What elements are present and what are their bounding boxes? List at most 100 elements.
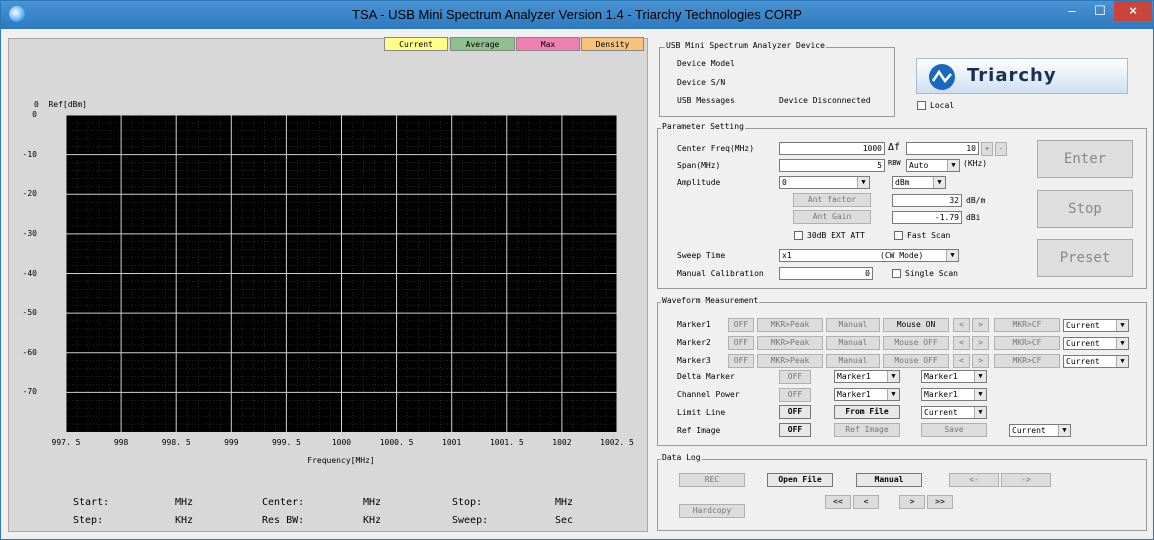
marker-mouse-button[interactable]: Mouse ON: [883, 318, 949, 332]
ref-image-off-button[interactable]: OFF: [779, 423, 811, 437]
channel-power-off-button[interactable]: OFF: [779, 388, 811, 402]
maximize-button[interactable]: ☐: [1094, 3, 1106, 18]
prev-page-button[interactable]: <: [853, 495, 879, 509]
x-tick-label: 997. 5: [51, 438, 81, 447]
tab-current[interactable]: Current: [384, 37, 448, 51]
chevron-down-icon: ▼: [947, 160, 959, 171]
channel-power-a-select[interactable]: Marker1 ▼: [834, 388, 900, 401]
tab-average[interactable]: Average: [450, 37, 515, 51]
delta-f-input[interactable]: 10: [906, 142, 979, 155]
marker-prev-button[interactable]: <: [953, 336, 970, 350]
last-page-button[interactable]: >>: [927, 495, 953, 509]
marker-to-cf-button[interactable]: MKR>CF: [994, 336, 1060, 350]
marker-prev-button[interactable]: <: [953, 318, 970, 332]
triarchy-logo: Triarchy: [916, 58, 1128, 94]
hardcopy-button[interactable]: Hardcopy: [679, 504, 745, 518]
channel-power-b-select[interactable]: Marker1 ▼: [921, 388, 987, 401]
marker-peak-button[interactable]: MKR>Peak: [757, 318, 823, 332]
stop-button[interactable]: Stop: [1037, 190, 1133, 228]
marker-peak-button[interactable]: MKR>Peak: [757, 354, 823, 368]
delta-marker-b-select[interactable]: Marker1 ▼: [921, 370, 987, 383]
open-file-button[interactable]: Open File: [767, 473, 833, 487]
ant-gain-button[interactable]: Ant Gain: [793, 210, 871, 224]
single-scan-checkbox[interactable]: [892, 269, 901, 278]
rec-button[interactable]: REC: [679, 473, 745, 487]
fast-scan-checkbox[interactable]: [894, 231, 903, 240]
delta-f-plus-button[interactable]: +: [981, 142, 993, 156]
marker-to-cf-button[interactable]: MKR>CF: [994, 354, 1060, 368]
marker-peak-button[interactable]: MKR>Peak: [757, 336, 823, 350]
ref-image-trace-select[interactable]: Current ▼: [1009, 424, 1071, 437]
parameter-group-title: Parameter Setting: [661, 122, 745, 131]
delta-f-minus-button[interactable]: -: [995, 142, 1007, 156]
y-tick-label: -30: [22, 228, 37, 238]
manual-calibration-input[interactable]: 0: [779, 267, 873, 280]
span-label: Span(MHz): [677, 161, 721, 170]
chevron-down-icon: ▼: [857, 177, 869, 188]
rbw-label: RBW: [888, 159, 901, 167]
x-tick-label: 1000. 5: [379, 438, 414, 447]
marker-label: Marker3: [677, 356, 711, 365]
stop-label: Stop:: [452, 497, 483, 508]
marker-trace-select[interactable]: Current ▼: [1063, 319, 1129, 332]
chevron-down-icon: ▼: [887, 371, 899, 382]
sweep-label: Sweep:: [452, 515, 489, 526]
spectrum-plot[interactable]: [65, 114, 618, 433]
close-button[interactable]: ×: [1114, 1, 1152, 21]
span-input[interactable]: 5: [779, 159, 885, 172]
ref-image-button[interactable]: Ref Image: [834, 423, 900, 437]
limit-line-off-button[interactable]: OFF: [779, 405, 811, 419]
marker-next-button[interactable]: >: [972, 318, 989, 332]
marker-manual-button[interactable]: Manual: [826, 354, 880, 368]
tab-density[interactable]: Density: [581, 37, 644, 51]
amplitude-unit-select[interactable]: dBm ▼: [892, 176, 946, 189]
ref-image-save-button[interactable]: Save: [921, 423, 987, 437]
marker-next-button[interactable]: >: [972, 336, 989, 350]
next-page-button[interactable]: >: [899, 495, 925, 509]
marker-manual-button[interactable]: Manual: [826, 336, 880, 350]
amplitude-select[interactable]: 0 ▼: [779, 176, 870, 189]
delta-marker-off-button[interactable]: OFF: [779, 370, 811, 384]
marker-off-button[interactable]: OFF: [728, 318, 754, 332]
minimize-button[interactable]: –: [1068, 3, 1076, 18]
marker-mouse-button[interactable]: Mouse OFF: [883, 354, 949, 368]
marker-off-button[interactable]: OFF: [728, 336, 754, 350]
first-page-button[interactable]: <<: [825, 495, 851, 509]
marker-trace-select[interactable]: Current ▼: [1063, 337, 1129, 350]
device-model-label: Device Model: [677, 59, 735, 68]
marker-manual-button[interactable]: Manual: [826, 318, 880, 332]
limit-line-from-file-button[interactable]: From File: [834, 405, 900, 419]
start-label: Start:: [73, 497, 110, 508]
log-back-button[interactable]: <-: [949, 473, 999, 487]
channel-power-label: Channel Power: [677, 390, 740, 399]
marker-prev-button[interactable]: <: [953, 354, 970, 368]
ant-factor-button[interactable]: Ant factor: [793, 193, 871, 207]
marker-off-button[interactable]: OFF: [728, 354, 754, 368]
marker-to-cf-button[interactable]: MKR>CF: [994, 318, 1060, 332]
limit-line-trace-select[interactable]: Current ▼: [921, 406, 987, 419]
manual-log-button[interactable]: Manual: [856, 473, 922, 487]
marker-next-button[interactable]: >: [972, 354, 989, 368]
x-tick-label: 998: [113, 438, 129, 447]
ant-gain-input[interactable]: -1.79: [892, 211, 962, 224]
y-tick-label: 0: [32, 110, 37, 119]
sweep-time-select[interactable]: x1 (CW Mode) ▼: [779, 249, 959, 262]
ant-factor-input[interactable]: 32: [892, 194, 962, 207]
center-freq-input[interactable]: 1000: [779, 142, 885, 155]
delta-f-label: Δf: [888, 142, 901, 153]
chevron-down-icon: ▼: [1058, 425, 1070, 436]
marker-mouse-button[interactable]: Mouse OFF: [883, 336, 949, 350]
log-forward-button[interactable]: ->: [1001, 473, 1051, 487]
marker-trace-select[interactable]: Current ▼: [1063, 355, 1129, 368]
amplitude-label: Amplitude: [677, 178, 721, 187]
delta-marker-a-select[interactable]: Marker1 ▼: [834, 370, 900, 383]
y-tick-label: -50: [22, 308, 37, 318]
local-checkbox[interactable]: [917, 101, 926, 110]
enter-button[interactable]: Enter: [1037, 140, 1133, 178]
tab-max[interactable]: Max: [516, 37, 580, 51]
data-log-group-title: Data Log: [661, 453, 702, 462]
ext-att-checkbox[interactable]: [794, 231, 803, 240]
preset-button[interactable]: Preset: [1037, 239, 1133, 277]
rbw-select[interactable]: Auto ▼: [906, 159, 960, 172]
chevron-down-icon: ▼: [974, 389, 986, 400]
